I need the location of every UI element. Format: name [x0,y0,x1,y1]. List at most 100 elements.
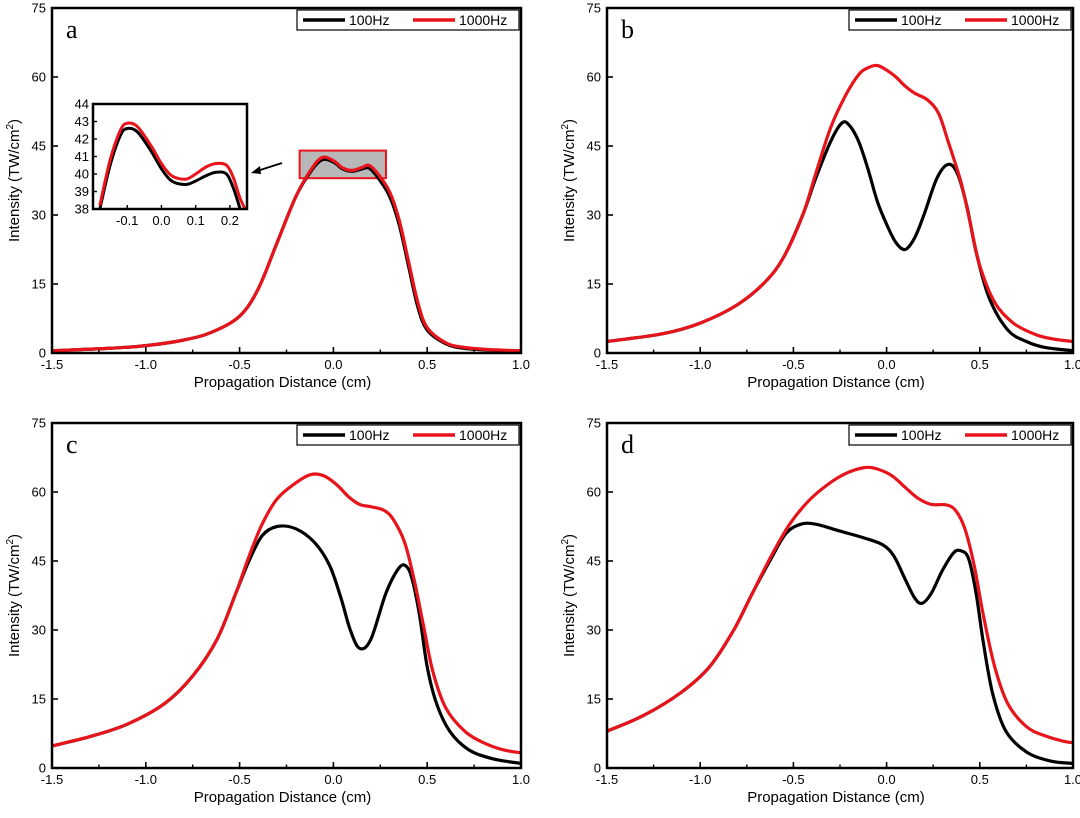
x-axis-title: Propagation Distance (cm) [747,789,925,806]
inset-plot: -0.1 0.0 0.1 0.2 38 39 40 41 42 43 44 [75,97,249,228]
y-tick-label: 45 [587,139,601,154]
x-tick-label: -0.5 [228,772,250,787]
y-axis-title: Intensity (TW/cm2) [5,119,23,242]
legend-box [848,9,1072,31]
legend-label: 100Hz [349,427,389,443]
x-tick-label: 1.0 [512,772,530,787]
legend-label: 100Hz [901,427,941,443]
panel-label: c [66,430,78,459]
x-axis-title: Propagation Distance (cm) [747,374,925,391]
y-tick-label: 30 [587,208,601,223]
inset-series-line-1000Hz [98,121,247,209]
x-tick-label: 1.0 [512,357,530,372]
y-tick-label: 60 [32,485,46,500]
y-axis-title: Intensity (TW/cm2) [5,534,23,657]
panel-c: -1.5 -1.0 -0.5 0.0 0.5 1.0 0 15 30 45 60 75 Propagat… [5,416,530,807]
y-tick-label: 45 [587,554,601,569]
series-line-100Hz [607,521,1073,765]
x-tick-label: 0.5 [971,772,989,787]
x-tick-label: -1.0 [689,357,711,372]
x-tick-label: 1.0 [1064,772,1080,787]
x-tick-label: 0.5 [971,357,989,372]
x-tick-label: 0.0 [878,357,896,372]
x-tick-label: -1.5 [596,357,618,372]
y-axis-title: Intensity (TW/cm2) [560,119,578,242]
x-tick-label: -1.5 [41,357,63,372]
y-axis-title-end: ) [6,534,23,539]
y-tick-label: 75 [32,1,46,16]
inset-x-tick-label: 0.1 [187,213,205,228]
y-tick-label: 45 [32,554,46,569]
x-tick-label: 0.0 [324,357,342,372]
panel-b: -1.5 -1.0 -0.5 0.0 0.5 1.0 0 15 30 45 60 75 Propagat… [560,1,1080,392]
inset-x-tick-label: 0.0 [152,213,170,228]
panel-a: -1.5 -1.0 -0.5 0.0 0.5 1.0 0 15 30 45 60 75 Propagat… [5,1,530,392]
legend-label: 100Hz [349,12,389,28]
y-axis-title-end: ) [561,119,578,124]
y-axis-title-main: Intensity (TW/cm [561,545,578,658]
inset-x-tick-label: 0.2 [221,213,239,228]
x-tick-label: -0.5 [782,772,804,787]
inset-background [93,104,247,209]
inset-y-tick-label: 38 [75,202,89,217]
series-line-1000Hz [52,155,521,353]
y-axis-title-sup: 2 [560,539,571,545]
y-tick-label: 60 [587,70,601,85]
y-axis-title-sup: 2 [560,124,571,130]
x-tick-label: 0.5 [418,357,436,372]
y-tick-label: 75 [32,416,46,431]
legend-box [296,424,520,446]
panel-label: b [621,15,634,44]
inset-y-tick-label: 44 [75,97,89,112]
y-tick-label: 0 [594,761,601,776]
inset-y-tick-label: 40 [75,167,89,182]
y-tick-label: 0 [39,761,46,776]
y-axis-title-end: ) [561,534,578,539]
y-axis-title-sup: 2 [5,124,16,130]
y-tick-label: 45 [32,139,46,154]
arrow-head [251,166,261,174]
x-axis-title: Propagation Distance (cm) [194,789,372,806]
legend: 100Hz 1000Hz [296,9,520,31]
legend-box [296,9,520,31]
x-tick-label: -1.0 [689,772,711,787]
y-tick-label: 75 [587,416,601,431]
inset-y-tick-label: 42 [75,132,89,147]
inset-y-tick-label: 43 [75,114,89,129]
x-tick-label: 0.0 [878,772,896,787]
y-tick-label: 15 [32,692,46,707]
x-tick-label: -0.5 [228,357,250,372]
x-tick-label: -1.5 [596,772,618,787]
y-axis-title-main: Intensity (TW/cm [6,130,23,243]
inset-y-tick-label: 39 [75,184,89,199]
x-tick-label: -1.5 [41,772,63,787]
y-tick-label: 0 [594,346,601,361]
x-axis-title: Propagation Distance (cm) [194,374,372,391]
panel-label: a [66,15,78,44]
inset-arrow [251,162,283,174]
y-tick-label: 30 [587,623,601,638]
plot-frame [605,6,1075,355]
x-tick-label: 1.0 [1064,357,1080,372]
legend-label: 100Hz [901,12,941,28]
legend-label: 1000Hz [1011,427,1059,443]
y-tick-label: 30 [32,208,46,223]
y-axis-title-main: Intensity (TW/cm [6,545,23,658]
y-axis-title-sup: 2 [5,539,16,545]
series-line-1000Hz [52,472,521,755]
inset-series-line-100Hz [98,126,242,209]
arrow-shaft [256,162,283,172]
x-tick-label: 0.5 [418,772,436,787]
y-tick-label: 0 [39,346,46,361]
y-axis-title-end: ) [6,119,23,124]
inset-x-tick-label: -0.1 [116,213,138,228]
legend-box [848,424,1072,446]
x-tick-label: -1.0 [135,772,157,787]
inset-y-tick-label: 41 [75,149,89,164]
y-axis-title-main: Intensity (TW/cm [561,130,578,243]
series-line-1000Hz [607,63,1073,344]
y-tick-label: 30 [32,623,46,638]
legend-label: 1000Hz [459,427,507,443]
legend: 100Hz 1000Hz [296,424,520,446]
